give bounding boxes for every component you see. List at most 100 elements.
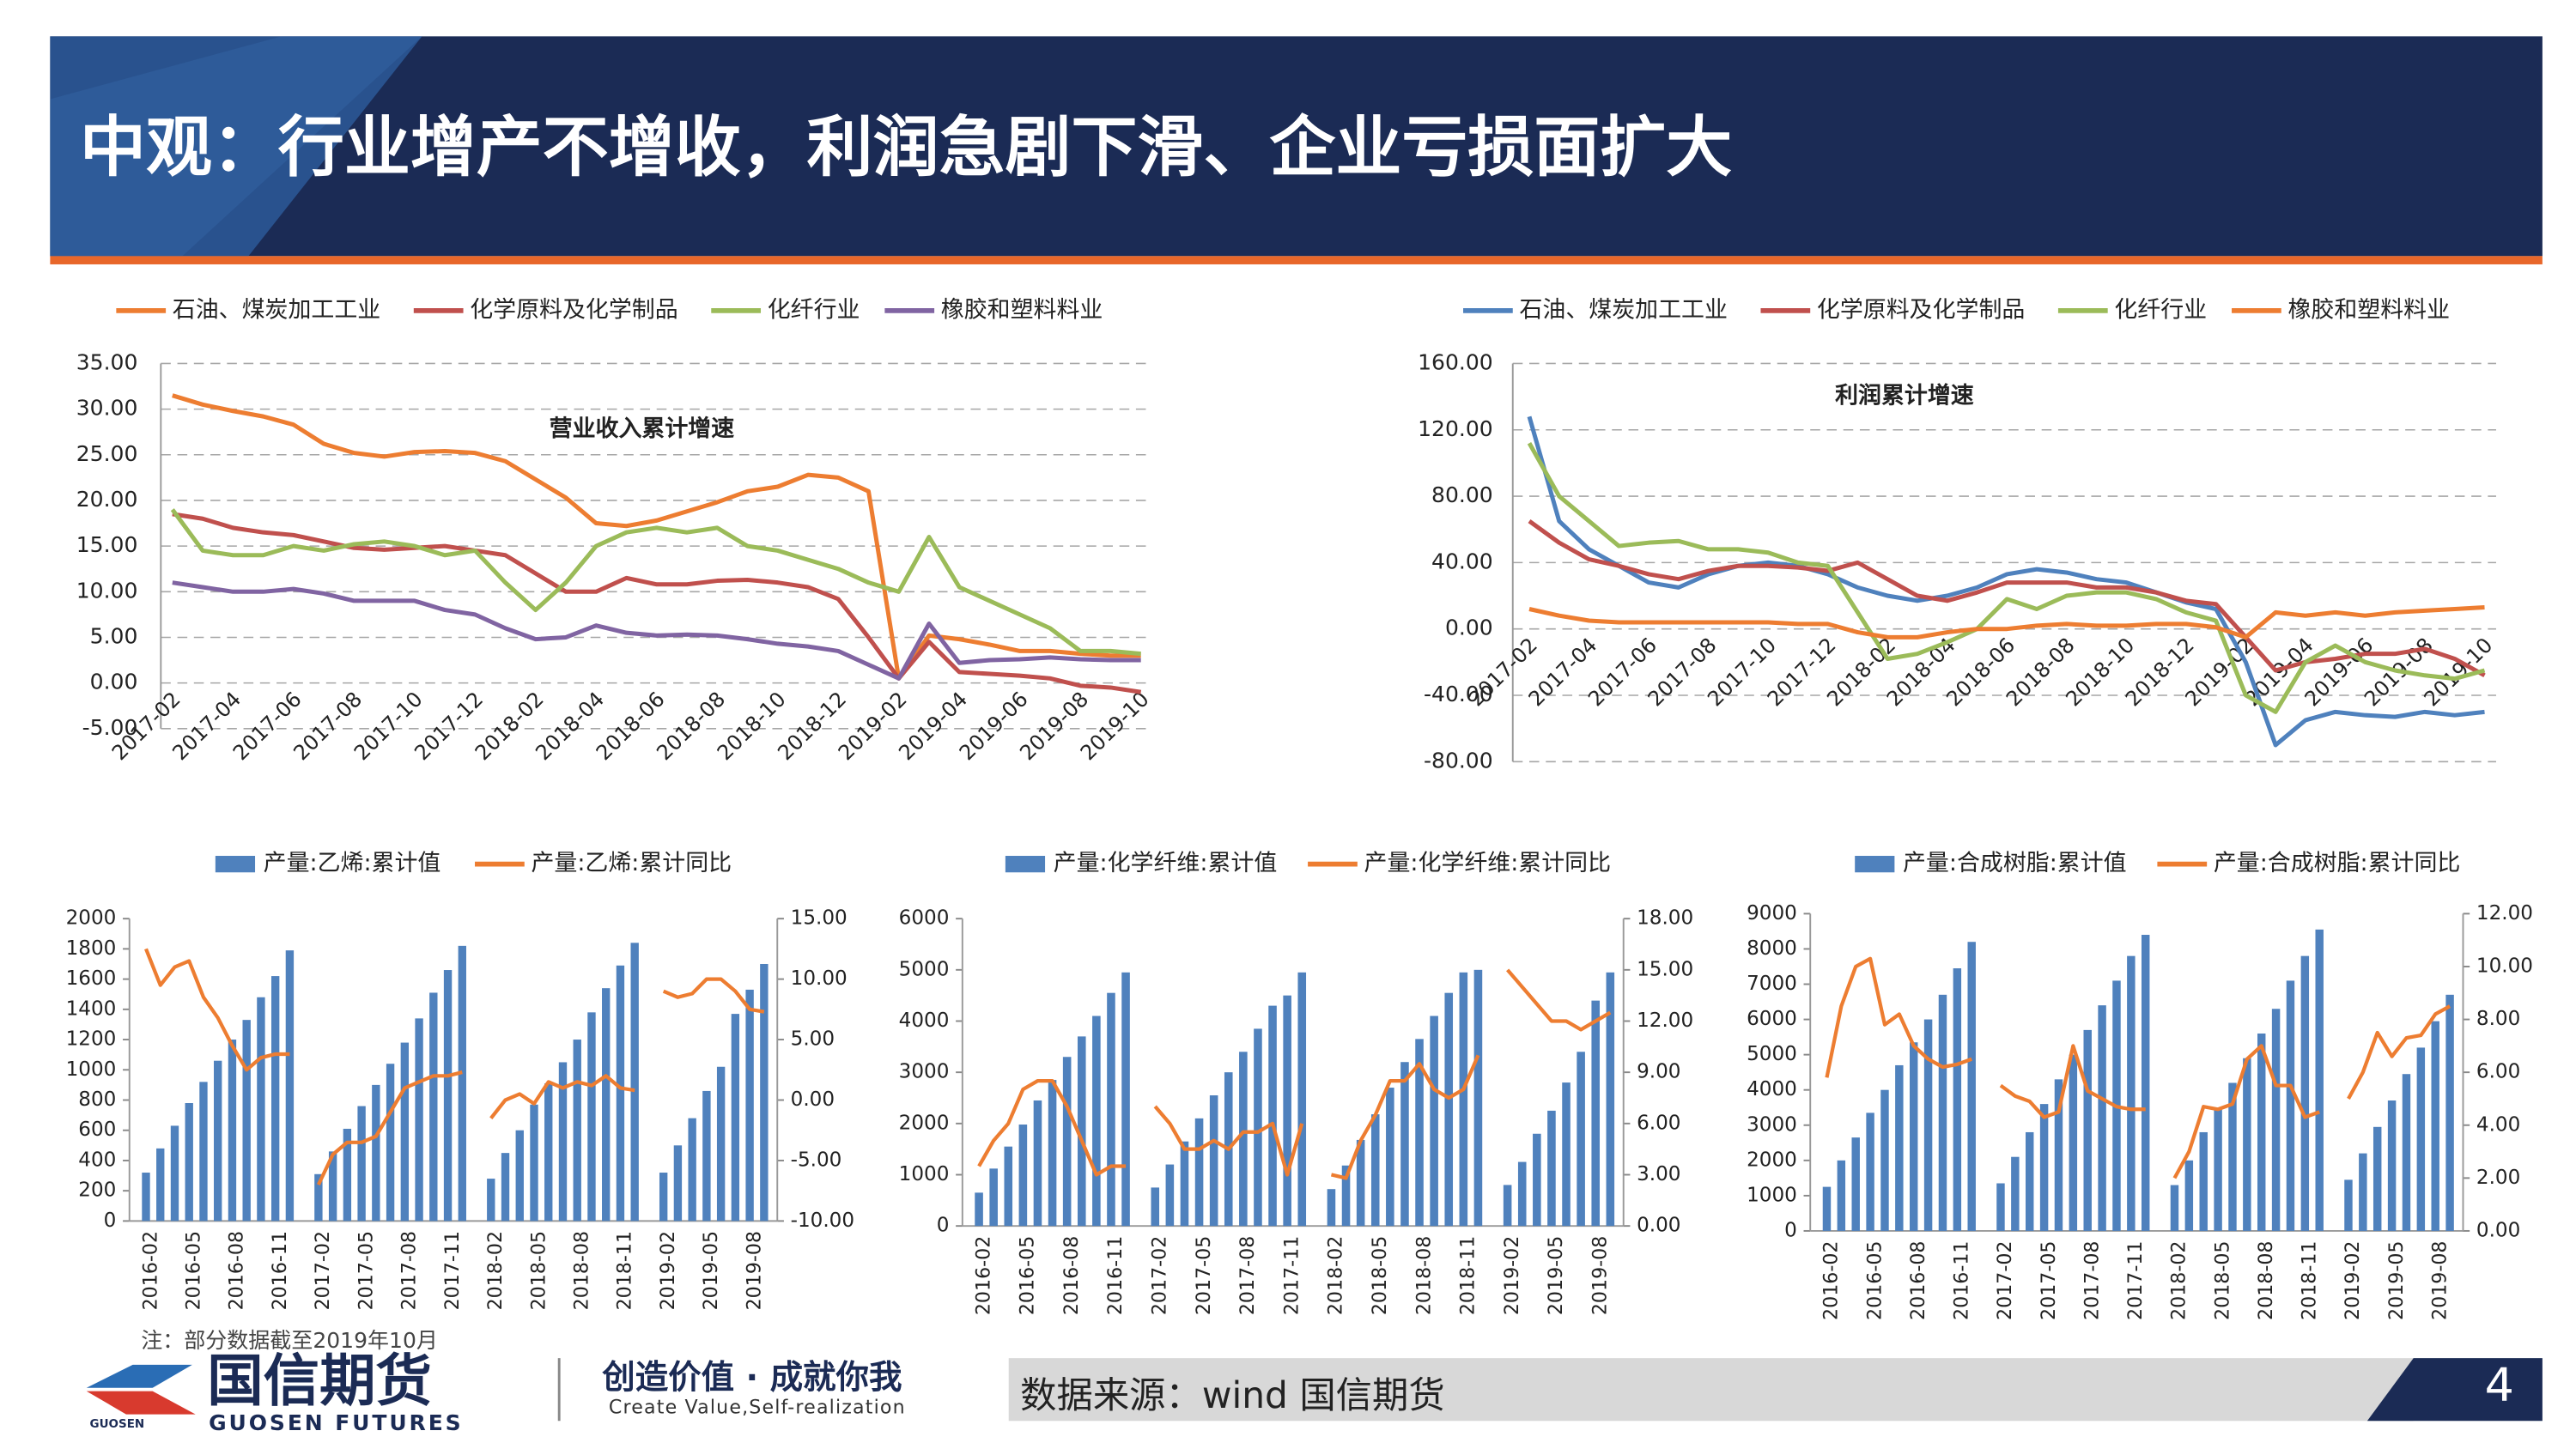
bar <box>1370 1114 1380 1227</box>
y-tick-label: 200 <box>78 1179 116 1202</box>
x-tick-label: 2018-02 <box>2168 1240 2190 1319</box>
bar <box>1866 1113 1874 1231</box>
legend-label: 产量:乙烯:累计值 <box>264 850 441 876</box>
x-tick-label: 2016-05 <box>1017 1236 1039 1315</box>
legend-label: 橡胶和塑料料业 <box>2287 296 2450 323</box>
bar <box>1018 1125 1028 1227</box>
bar <box>1837 1160 1846 1231</box>
legend-label: 石油、煤炭加工工业 <box>173 296 380 323</box>
y-tick-label: 3000 <box>1747 1113 1797 1136</box>
y2-tick-label: 0.00 <box>2476 1219 2520 1241</box>
legend-label: 化学原料及化学制品 <box>470 296 677 323</box>
y-tick-label: 1600 <box>66 967 117 990</box>
x-tick-label: 2016-02 <box>972 1236 994 1315</box>
y-tick-label: 0.00 <box>1445 615 1493 640</box>
bar <box>199 1082 208 1222</box>
bar <box>2199 1131 2208 1231</box>
bar <box>228 1040 237 1222</box>
bar <box>2387 1100 2397 1231</box>
bar <box>616 965 625 1222</box>
x-tick-label: 2016-11 <box>269 1231 291 1310</box>
y-tick-label: 2000 <box>1747 1149 1797 1171</box>
line-series <box>172 512 1142 694</box>
y-tick-label: 6000 <box>899 907 950 930</box>
x-tick-label: 2018-08 <box>1413 1236 1435 1315</box>
bar <box>328 1151 337 1222</box>
bar <box>2228 1082 2237 1231</box>
bar <box>2271 1009 2281 1231</box>
bar <box>2416 1047 2426 1231</box>
x-tick-label: 2017-08 <box>398 1231 421 1310</box>
y-tick-label: 5000 <box>1747 1043 1797 1065</box>
page-number: 4 <box>2485 1357 2514 1411</box>
bar <box>415 1018 423 1222</box>
y2-tick-label: 6.00 <box>2476 1061 2520 1083</box>
y2-tick-label: 0.00 <box>1637 1215 1680 1237</box>
x-tick-label: 2019-02 <box>1501 1236 1523 1315</box>
logo-icon <box>86 1364 192 1388</box>
bar <box>1180 1141 1189 1227</box>
y-tick-label: 160.00 <box>1418 349 1493 374</box>
bar <box>1938 994 1947 1231</box>
y-tick-label: 20.00 <box>76 487 138 512</box>
y-tick-label: 1200 <box>66 1028 117 1051</box>
y2-tick-label: 10.00 <box>2476 955 2533 977</box>
bar <box>1121 972 1130 1227</box>
legend-label: 产量:化学纤维:累计值 <box>1054 850 1278 876</box>
bar <box>1062 1057 1072 1227</box>
x-tick-label: 2017-11 <box>441 1231 464 1310</box>
bar <box>386 1064 395 1222</box>
bar <box>2170 1185 2179 1231</box>
y2-tick-label: 0.00 <box>791 1088 835 1111</box>
bar <box>156 1148 165 1222</box>
y-tick-label: 25.00 <box>76 441 138 466</box>
bar <box>2431 1021 2439 1231</box>
logo-name: 国信期货 <box>207 1349 432 1414</box>
bar <box>170 1125 179 1222</box>
x-tick-label: 2017-05 <box>355 1231 377 1310</box>
bar <box>2372 1126 2382 1231</box>
bar <box>501 1153 510 1222</box>
y-tick-label: 10.00 <box>76 578 138 603</box>
x-tick-label: 2016-05 <box>1863 1240 1886 1319</box>
line-series <box>977 968 1612 1180</box>
x-tick-label: 2018-11 <box>614 1231 636 1310</box>
bar <box>2359 1153 2367 1231</box>
bar <box>2402 1074 2411 1231</box>
x-tick-label: 2018-11 <box>1457 1236 1479 1315</box>
x-tick-label: 2019-05 <box>1545 1236 1567 1315</box>
bar <box>587 1012 596 1222</box>
bar <box>1151 1187 1160 1227</box>
header-band <box>50 36 2543 257</box>
bar <box>400 1042 410 1222</box>
line-series <box>170 508 1141 657</box>
bar <box>2141 935 2150 1231</box>
bar <box>2098 1005 2106 1231</box>
logo-english: GUOSEN FUTURES <box>209 1410 463 1435</box>
bar <box>1415 1039 1424 1227</box>
y2-tick-label: 9.00 <box>1637 1061 1680 1083</box>
x-tick-label: 2018-11 <box>2299 1240 2321 1319</box>
x-tick-label: 2018-05 <box>1369 1236 1391 1315</box>
bar <box>1033 1100 1042 1227</box>
bar <box>1533 1133 1541 1227</box>
line-series <box>1527 441 2486 714</box>
x-tick-label: 2016-08 <box>1907 1240 1929 1319</box>
x-tick-label: 2017-02 <box>312 1231 334 1310</box>
bar <box>1953 968 1962 1231</box>
y-tick-label: 5.00 <box>90 623 138 648</box>
y-tick-label: 1000 <box>66 1058 117 1081</box>
y2-tick-label: 12.00 <box>2476 902 2533 925</box>
line-series <box>1527 415 2485 748</box>
bar <box>688 1118 696 1222</box>
x-tick-label: 2019-08 <box>2428 1240 2451 1319</box>
y-tick-label: 80.00 <box>1431 482 1493 507</box>
bar <box>2300 955 2310 1231</box>
y-tick-label: 3000 <box>899 1061 950 1083</box>
bar <box>1880 1089 1889 1231</box>
bar <box>1473 969 1483 1227</box>
line-series <box>1528 519 2486 677</box>
footnote: 注：部分数据截至2019年10月 <box>141 1328 438 1353</box>
y-tick-label: 0 <box>1784 1219 1797 1241</box>
